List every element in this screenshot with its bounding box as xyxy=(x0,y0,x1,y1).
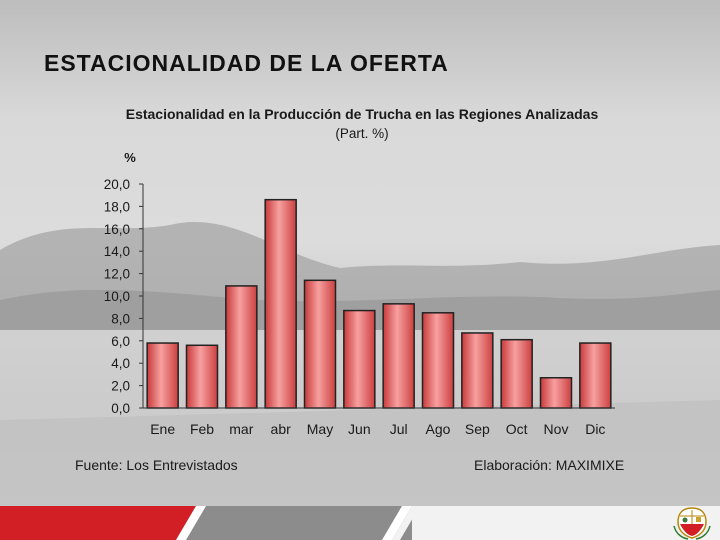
y-tick-label: 10,0 xyxy=(104,289,130,304)
bar-dic xyxy=(579,342,612,409)
bar-sep xyxy=(461,332,494,409)
x-tick-label: Ago xyxy=(426,421,451,437)
bar-jun xyxy=(343,309,376,409)
bottom-band xyxy=(0,506,720,540)
slide-title: ESTACIONALIDAD DE LA OFERTA xyxy=(44,50,449,76)
x-tick-label: Jul xyxy=(390,421,408,437)
band-white-gap xyxy=(176,506,206,540)
bar-nov xyxy=(539,377,573,409)
y-tick-label: 16,0 xyxy=(104,222,130,237)
y-tick-label: 0,0 xyxy=(111,401,130,416)
bar-oct xyxy=(500,338,533,409)
x-tick-label: Jun xyxy=(348,421,371,437)
bar-may xyxy=(303,279,337,409)
footer-source: Fuente: Los Entrevistados xyxy=(75,457,238,473)
footer-credit: Elaboración: MAXIMIXE xyxy=(474,457,625,473)
band-white-right-edge xyxy=(392,506,420,540)
band-red-stripe xyxy=(0,506,196,540)
peru-coat-of-arms-icon xyxy=(673,507,711,540)
band-white-gap-right xyxy=(382,506,412,540)
y-tick-label: 6,0 xyxy=(111,334,130,349)
x-tick-label: May xyxy=(307,421,333,437)
y-tick-label: 2,0 xyxy=(111,379,130,394)
y-tick-label: 20,0 xyxy=(104,177,130,192)
x-tick-label: Sep xyxy=(465,421,490,437)
y-tick-label: 12,0 xyxy=(104,267,130,282)
bar-jul xyxy=(382,303,415,409)
y-tick-label: 8,0 xyxy=(111,311,130,326)
y-axis-label: % xyxy=(124,150,136,165)
bar-mar xyxy=(225,285,258,409)
y-tick-label: 4,0 xyxy=(111,356,130,371)
x-tick-label: Feb xyxy=(190,421,214,437)
x-tick-label: Nov xyxy=(544,421,569,437)
chart-title: Estacionalidad en la Producción de Truch… xyxy=(125,106,599,122)
x-tick-label: mar xyxy=(229,421,253,437)
chart-subtitle: (Part. %) xyxy=(335,126,389,141)
x-tick-label: Dic xyxy=(585,421,605,437)
x-tick-label: Ene xyxy=(150,421,175,437)
x-tick-label: abr xyxy=(271,421,292,437)
bar-ene xyxy=(146,342,179,409)
y-tick-label: 18,0 xyxy=(104,199,130,214)
bar-ago xyxy=(421,312,455,409)
band-white-right xyxy=(412,506,720,540)
bar-feb xyxy=(185,344,219,409)
bar-abr xyxy=(264,198,297,409)
y-tick-label: 14,0 xyxy=(104,244,130,259)
x-tick-label: Oct xyxy=(506,421,528,437)
